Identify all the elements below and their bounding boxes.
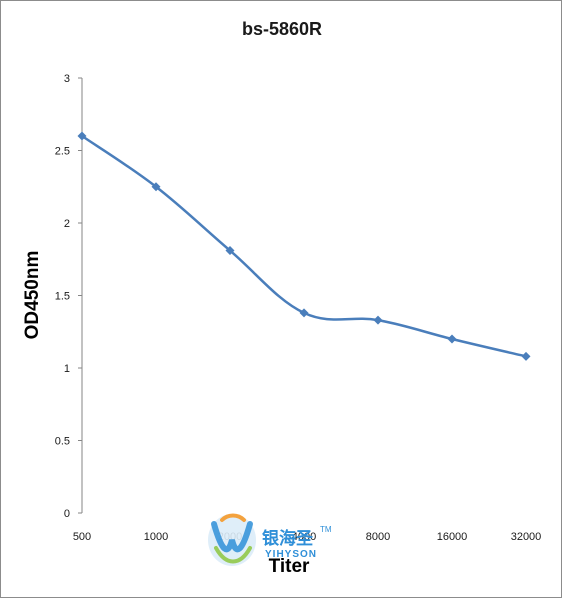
watermark-chinese-name: 银海圣 bbox=[262, 528, 314, 549]
x-tick-label: 1000 bbox=[144, 531, 168, 543]
data-point-marker bbox=[151, 182, 161, 192]
x-tick-label: 500 bbox=[73, 531, 91, 543]
chart-title: bs-5860R bbox=[242, 19, 322, 39]
x-tick-label: 4000 bbox=[292, 531, 316, 543]
series-line bbox=[80, 134, 528, 358]
data-point-marker bbox=[299, 308, 309, 318]
y-axis-label: OD450nm bbox=[22, 251, 43, 340]
y-tick-label: 2.5 bbox=[55, 146, 70, 158]
y-tick-label: 3 bbox=[64, 73, 70, 85]
x-axis-label: Titer bbox=[269, 556, 310, 577]
watermark-english-name: YIHYSON bbox=[265, 549, 317, 560]
y-tick-label: 0 bbox=[64, 508, 70, 520]
y-axis-ticks: 0 0.5 1 1.5 2 2.5 3 bbox=[55, 73, 82, 520]
y-tick-label: 2 bbox=[64, 218, 70, 230]
x-tick-label: 16000 bbox=[437, 531, 468, 543]
y-tick-label: 1.5 bbox=[55, 291, 70, 303]
x-tick-label: 32000 bbox=[511, 531, 542, 543]
data-point-marker bbox=[447, 334, 457, 344]
watermark-emblem-icon bbox=[208, 513, 256, 566]
y-tick-label: 1 bbox=[64, 363, 70, 375]
data-point-marker bbox=[77, 131, 87, 141]
watermark-trademark: TM bbox=[320, 525, 332, 534]
data-point-marker bbox=[373, 315, 383, 325]
x-tick-label: 8000 bbox=[366, 531, 390, 543]
data-point-marker bbox=[225, 246, 235, 256]
series-markers bbox=[77, 131, 531, 361]
data-point-marker bbox=[521, 351, 531, 361]
y-tick-label: 0.5 bbox=[55, 436, 70, 448]
watermark-logo: 银海圣 TM YIHYSON bbox=[208, 513, 332, 566]
